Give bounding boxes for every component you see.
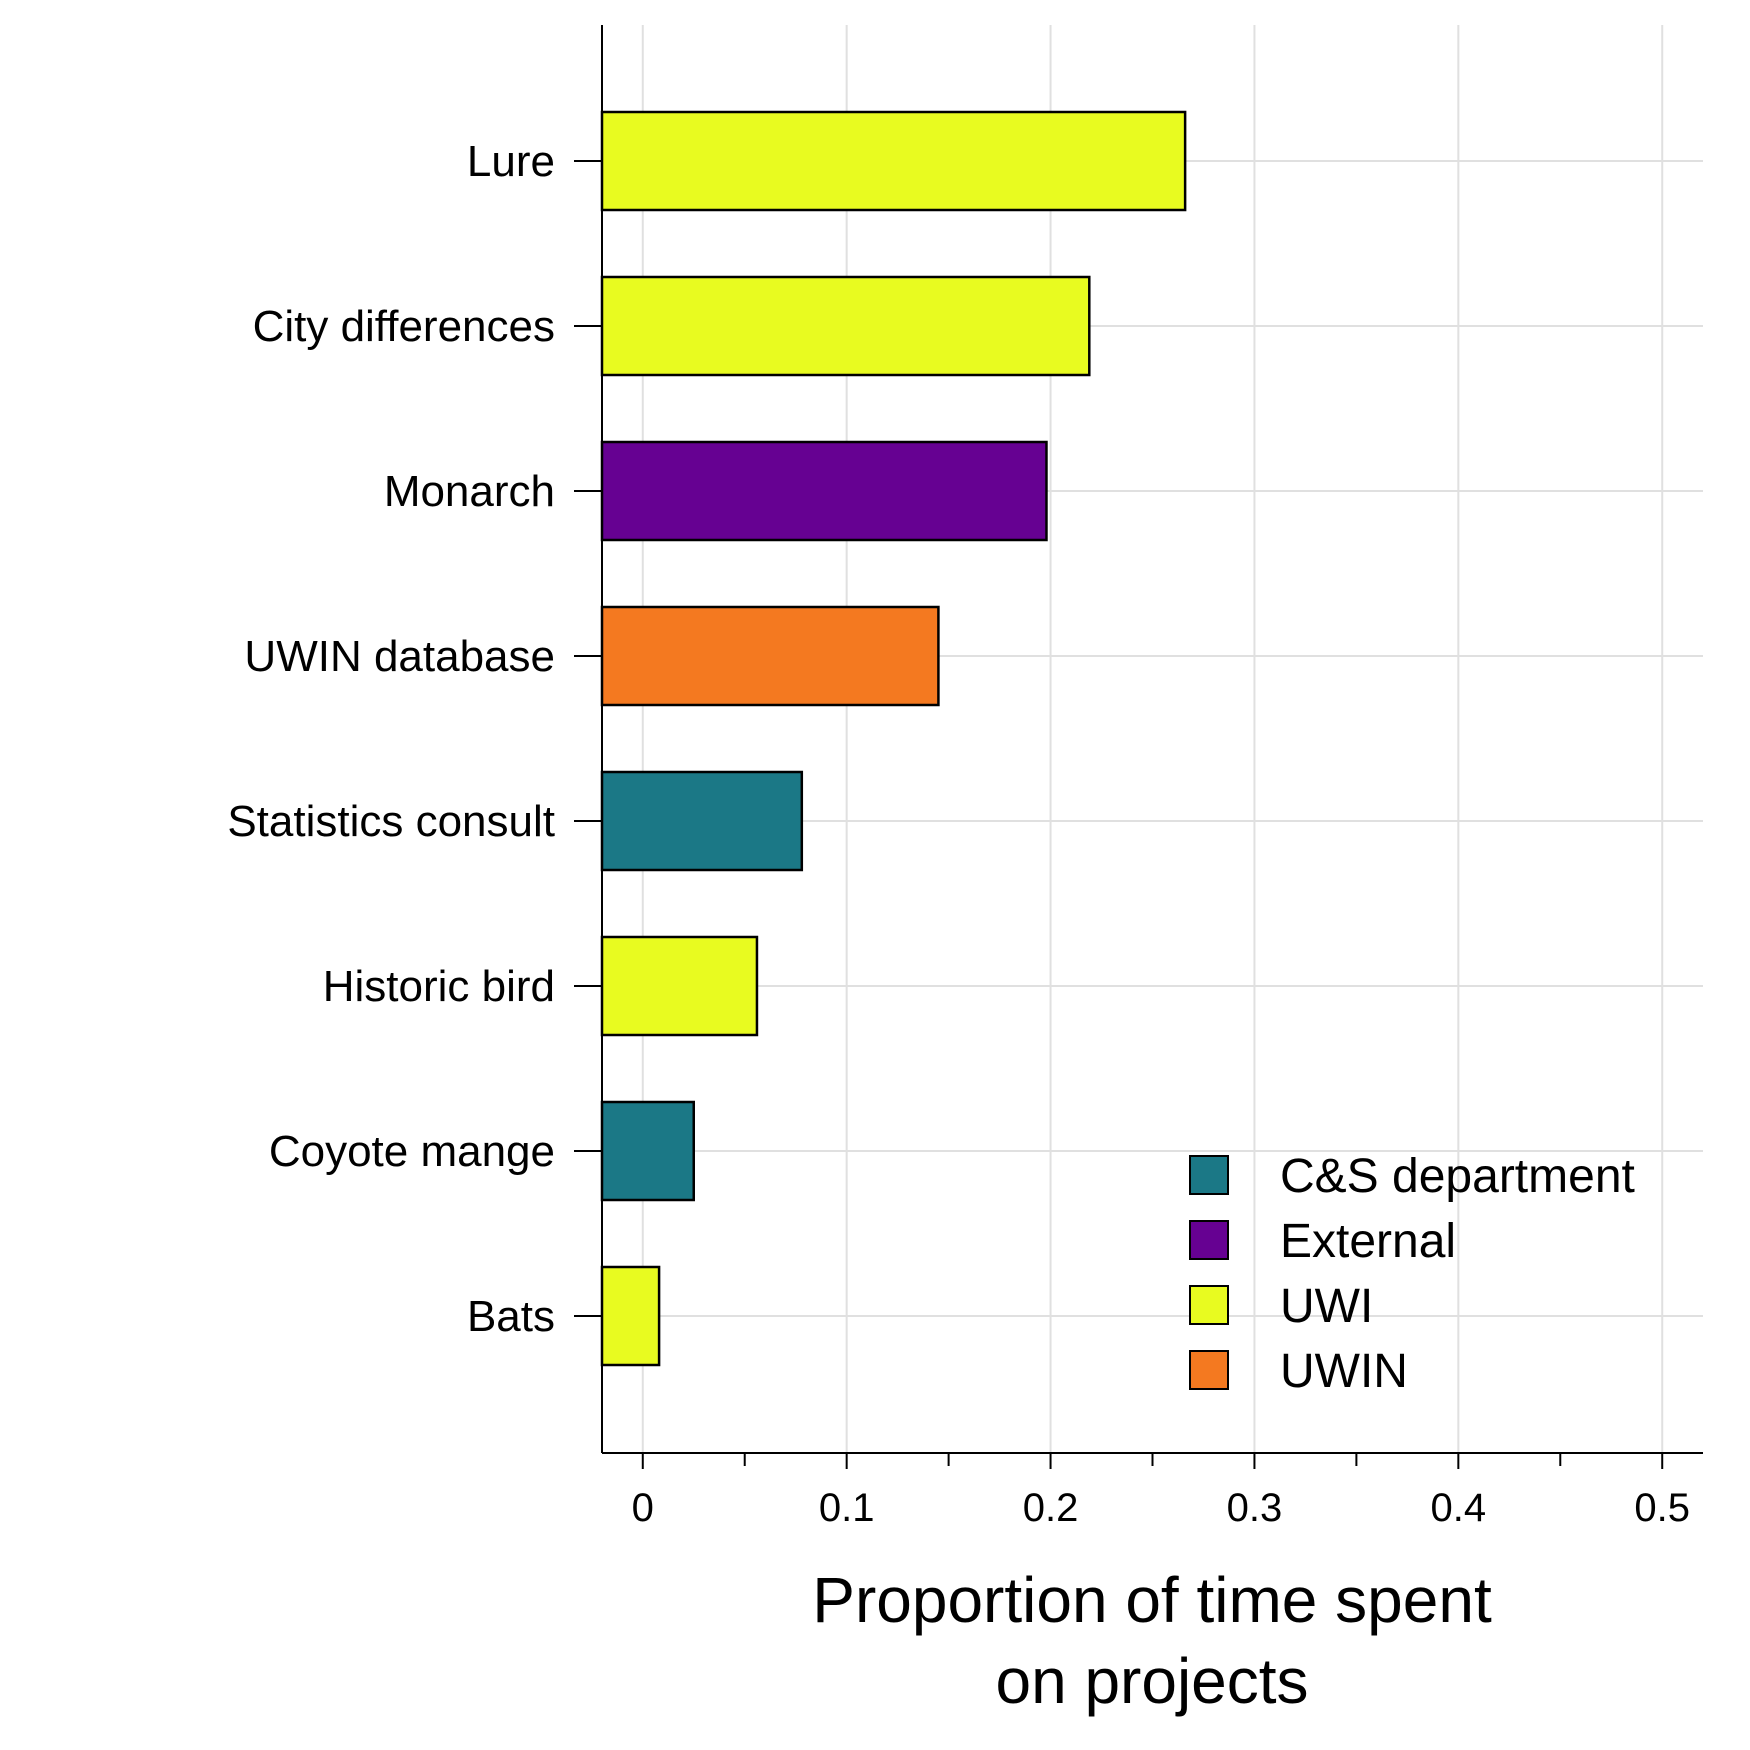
legend: C&S department External UWI UWIN [1189, 1150, 1635, 1398]
y-tick-label: Monarch [384, 467, 555, 516]
x-tick-label: 0.3 [1227, 1486, 1283, 1530]
y-tick-label: Lure [467, 137, 555, 186]
x-tick-label: 0.1 [819, 1486, 875, 1530]
y-tick-label: Statistics consult [227, 797, 555, 846]
bar [600, 440, 1048, 542]
legend-swatch [1189, 1350, 1229, 1390]
bar [600, 1100, 695, 1202]
bar [600, 110, 1187, 212]
axes: Lure City differences Monarch UWIN database… [227, 25, 1703, 1530]
bar [600, 605, 940, 707]
x-tick-label: 0.2 [1023, 1486, 1079, 1530]
bar [600, 1265, 661, 1367]
grid [602, 25, 1703, 1453]
legend-swatch [1189, 1285, 1229, 1325]
x-tick-label: 0 [632, 1486, 654, 1530]
bar [600, 935, 759, 1037]
legend-label: External [1280, 1215, 1456, 1268]
bar [600, 770, 804, 872]
x-tick-label: 0.4 [1431, 1486, 1487, 1530]
x-axis-title-line-1: Proportion of time spent [812, 1564, 1492, 1636]
legend-label: C&S department [1280, 1150, 1635, 1203]
y-tick-label: City differences [253, 302, 555, 351]
legend-label: UWIN [1280, 1345, 1408, 1398]
legend-label: UWI [1280, 1280, 1373, 1333]
legend-swatch [1189, 1220, 1229, 1260]
y-tick-label: UWIN database [244, 632, 555, 681]
y-tick-label: Coyote mange [269, 1127, 555, 1176]
bars [600, 110, 1187, 1367]
y-tick-label: Historic bird [323, 962, 555, 1011]
x-axis-title-line-2: on projects [995, 1645, 1308, 1717]
x-tick-label: 0.5 [1634, 1486, 1690, 1530]
bar [600, 275, 1091, 377]
y-tick-label: Bats [467, 1292, 555, 1341]
legend-swatch [1189, 1155, 1229, 1195]
